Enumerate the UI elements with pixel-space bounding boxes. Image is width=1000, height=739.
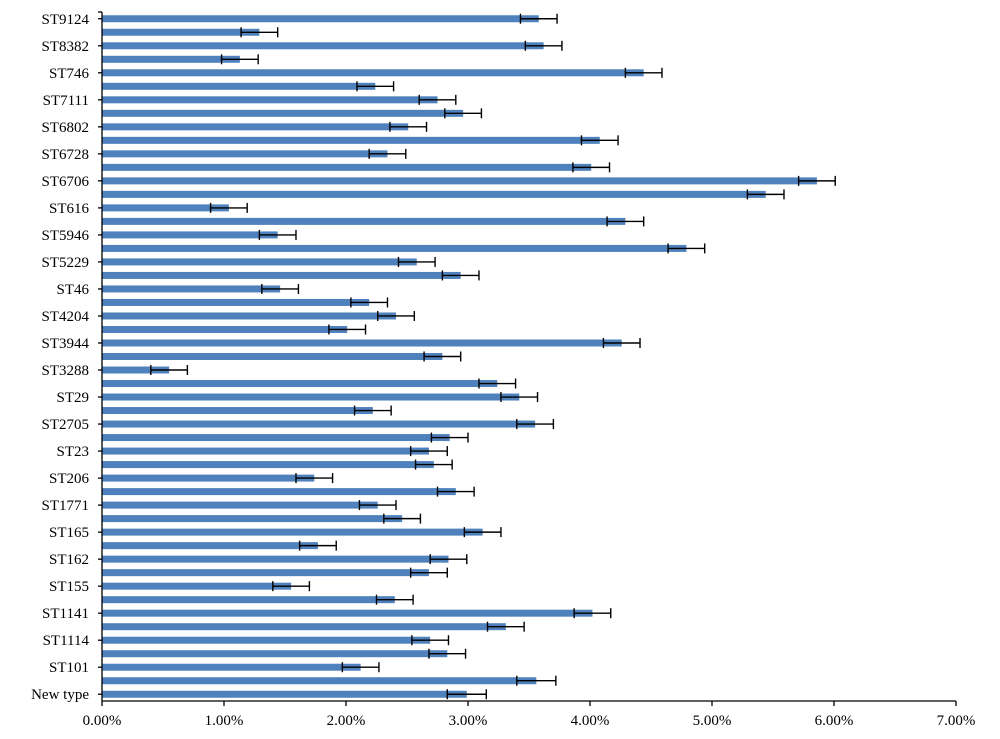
bar xyxy=(102,515,403,523)
y-tick-label: ST3288 xyxy=(41,363,89,379)
bar xyxy=(102,663,361,671)
x-tick-label: 5.00% xyxy=(693,713,732,729)
bar xyxy=(102,488,456,496)
bar xyxy=(102,82,376,90)
bar xyxy=(102,190,766,198)
bar xyxy=(102,312,397,320)
bar xyxy=(102,217,626,225)
y-tick-label: ST7111 xyxy=(43,93,89,109)
y-tick-label: ST29 xyxy=(56,390,89,406)
bar xyxy=(102,447,429,455)
bar xyxy=(102,96,438,104)
y-tick-label: ST2705 xyxy=(41,417,89,433)
bar xyxy=(102,690,467,698)
bar xyxy=(102,136,600,144)
bar xyxy=(102,231,278,239)
x-tick-label: 4.00% xyxy=(571,713,610,729)
bar xyxy=(102,298,370,306)
category-labels-group: New type ST101 ST1114 ST1141 ST155 ST162 ST165… xyxy=(31,12,89,703)
bar xyxy=(102,596,395,604)
x-tick-label: 1.00% xyxy=(205,713,244,729)
y-tick-label: ST155 xyxy=(49,579,89,595)
bar xyxy=(102,69,644,77)
y-tick-label: ST165 xyxy=(49,525,89,541)
bar xyxy=(102,393,520,401)
y-tick-label: New type xyxy=(31,687,89,703)
y-tick-label: ST6728 xyxy=(41,147,89,163)
bar xyxy=(102,271,461,279)
bar xyxy=(102,55,240,63)
bar xyxy=(102,542,318,550)
bar xyxy=(102,461,434,469)
y-tick-label: ST1141 xyxy=(42,606,89,622)
y-tick-label: ST616 xyxy=(49,201,90,217)
x-ticks-group: 0.00% 1.00% 2.00% 3.00% 4.00% 5.00% 6.00% 7.00% xyxy=(83,701,976,729)
bar xyxy=(102,555,449,563)
y-tick-label: ST1771 xyxy=(41,498,89,514)
bar xyxy=(102,204,229,212)
y-tick-label: ST8382 xyxy=(41,39,89,55)
x-tick-label: 2.00% xyxy=(327,713,366,729)
bar xyxy=(102,434,450,442)
bar xyxy=(102,569,429,577)
bar xyxy=(102,380,498,388)
y-tick-label: ST5229 xyxy=(41,255,89,271)
bar xyxy=(102,636,431,644)
bar xyxy=(102,258,417,266)
y-tick-label: ST101 xyxy=(49,660,89,676)
bar xyxy=(102,582,292,590)
bar xyxy=(102,325,348,333)
bar xyxy=(102,609,593,617)
y-tick-label: ST9124 xyxy=(41,12,89,28)
bar xyxy=(102,407,373,415)
bar xyxy=(102,42,544,50)
bar xyxy=(102,109,464,117)
error-bars-group xyxy=(150,13,836,700)
y-tick-label: ST746 xyxy=(49,66,90,82)
bar xyxy=(102,28,260,36)
y-tick-label: ST162 xyxy=(49,552,89,568)
y-tick-label: ST1114 xyxy=(43,633,90,649)
bar xyxy=(102,177,817,185)
bar xyxy=(102,623,506,631)
bars-group xyxy=(102,15,817,698)
y-tick-label: ST23 xyxy=(56,444,89,460)
bar xyxy=(102,366,170,374)
bar xyxy=(102,15,539,23)
bar xyxy=(102,353,443,360)
x-tick-label: 6.00% xyxy=(815,713,854,729)
y-tick-label: ST206 xyxy=(49,471,90,487)
y-tick-label: ST4204 xyxy=(41,309,89,325)
y-tick-label: ST5946 xyxy=(41,228,89,244)
y-tick-label: ST46 xyxy=(56,282,89,298)
bar xyxy=(102,163,592,171)
bar xyxy=(102,244,687,252)
x-tick-label: 0.00% xyxy=(83,713,122,729)
y-tick-label: ST6706 xyxy=(41,174,89,190)
bar xyxy=(102,501,378,509)
bar xyxy=(102,339,622,347)
bar xyxy=(102,474,315,482)
y-ticks-group xyxy=(98,11,102,695)
y-tick-label: ST6802 xyxy=(41,120,89,136)
bar xyxy=(102,150,388,158)
bar xyxy=(102,677,537,685)
bar xyxy=(102,528,483,536)
bar xyxy=(102,123,409,131)
bar xyxy=(102,650,448,658)
x-tick-label: 3.00% xyxy=(449,713,488,729)
bar xyxy=(102,285,281,293)
y-tick-label: ST3944 xyxy=(41,336,89,352)
bar xyxy=(102,420,536,428)
x-tick-label: 7.00% xyxy=(937,713,976,729)
